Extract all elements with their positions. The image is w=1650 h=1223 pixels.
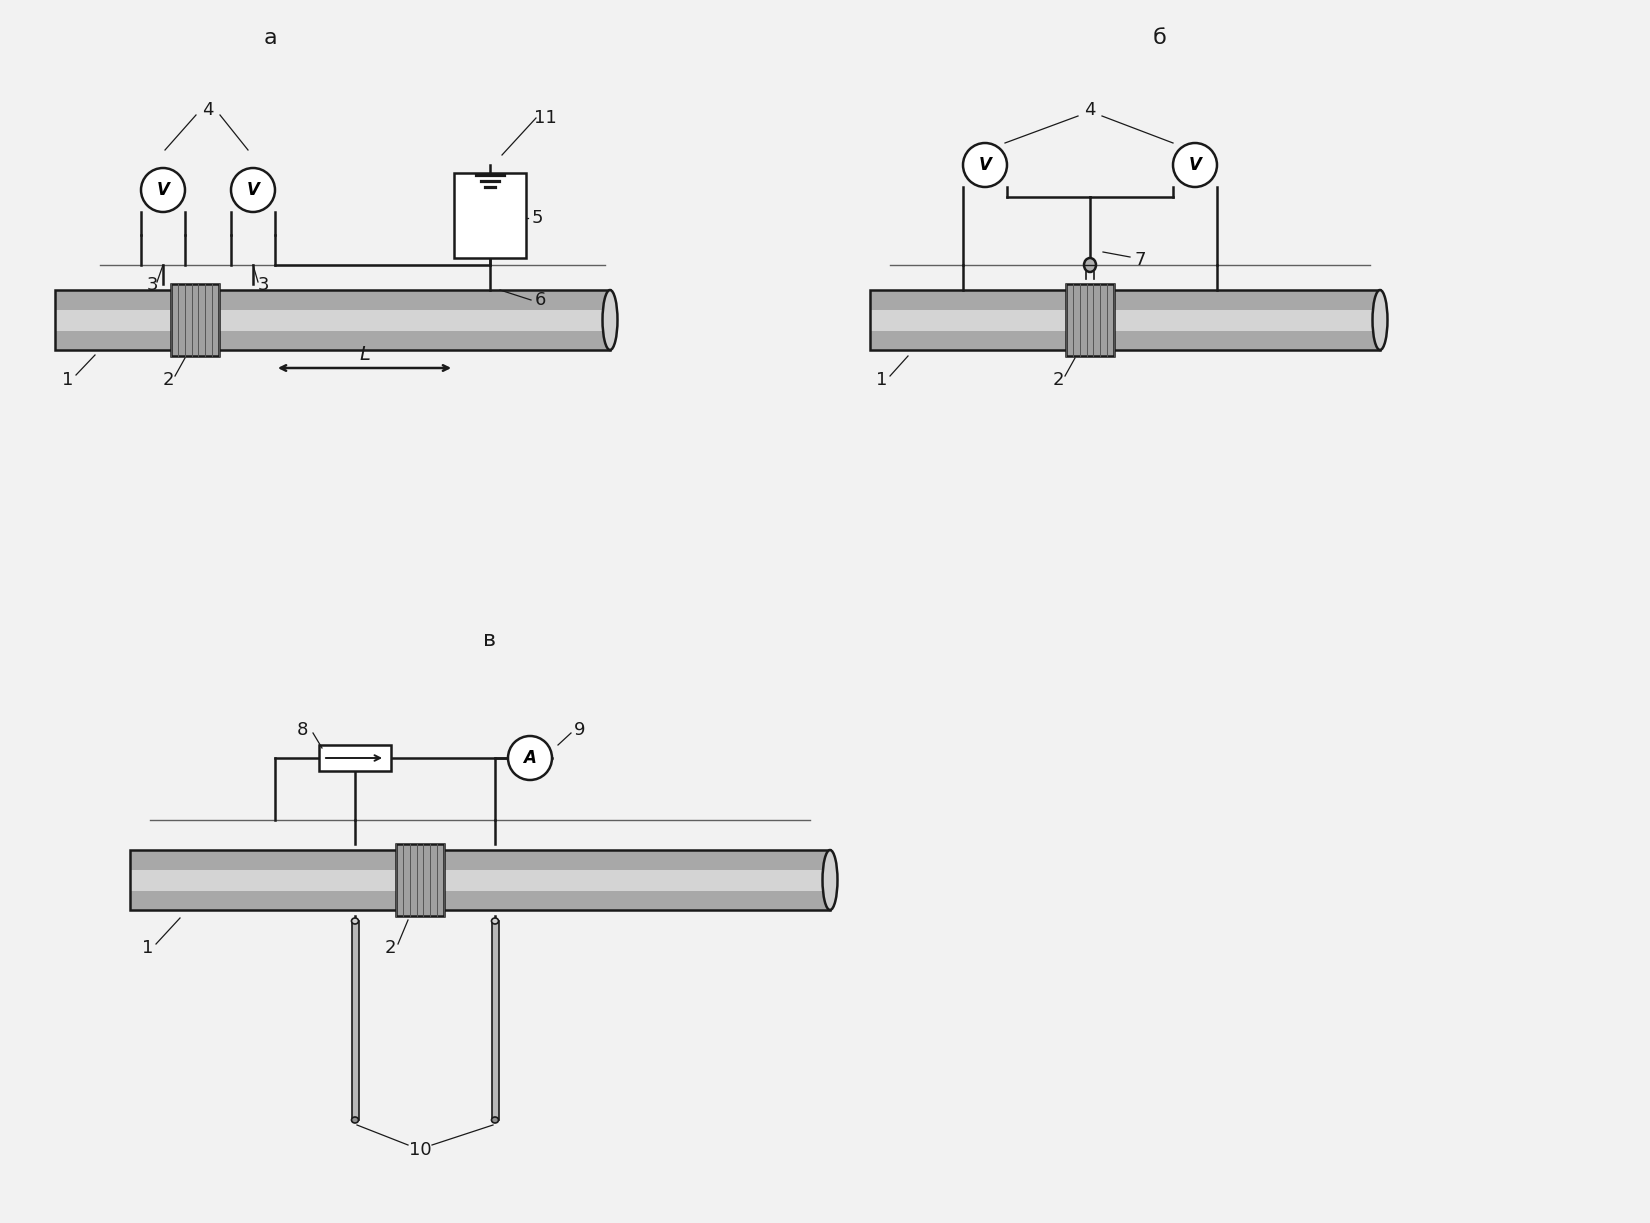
Bar — [1066, 284, 1114, 356]
Circle shape — [231, 168, 276, 212]
Bar — [396, 844, 444, 916]
Circle shape — [1173, 143, 1218, 187]
Text: 1: 1 — [876, 371, 888, 389]
Text: 2: 2 — [162, 371, 173, 389]
Ellipse shape — [492, 918, 498, 925]
Bar — [870, 309, 1379, 330]
Bar — [492, 921, 498, 1120]
Bar — [54, 290, 610, 350]
Circle shape — [964, 143, 1006, 187]
Circle shape — [140, 168, 185, 212]
Bar — [54, 290, 610, 350]
Text: V: V — [1188, 157, 1201, 174]
Bar — [130, 870, 830, 890]
Text: L: L — [360, 345, 370, 363]
Bar — [130, 850, 830, 910]
Ellipse shape — [1084, 258, 1096, 272]
Text: 3: 3 — [257, 276, 269, 294]
Text: 8: 8 — [297, 722, 307, 739]
Text: 1: 1 — [63, 371, 74, 389]
Text: V: V — [157, 181, 170, 199]
Ellipse shape — [351, 918, 358, 925]
Text: 10: 10 — [409, 1141, 431, 1159]
Ellipse shape — [1373, 290, 1388, 350]
Text: 9: 9 — [574, 722, 586, 739]
Bar — [351, 921, 358, 1120]
Text: 2: 2 — [384, 939, 396, 958]
Bar — [454, 172, 526, 258]
Text: 7: 7 — [1134, 251, 1145, 269]
Text: 11: 11 — [533, 109, 556, 127]
Text: A: A — [523, 748, 536, 767]
Bar — [130, 850, 830, 910]
Bar — [54, 309, 610, 330]
Text: в: в — [483, 630, 497, 649]
Text: V: V — [246, 181, 259, 199]
Circle shape — [508, 736, 553, 780]
Ellipse shape — [822, 850, 838, 910]
Text: б: б — [1153, 28, 1167, 48]
Ellipse shape — [602, 290, 617, 350]
Bar — [870, 290, 1379, 350]
Ellipse shape — [492, 1117, 498, 1123]
Ellipse shape — [351, 1117, 358, 1123]
Text: 4: 4 — [1084, 102, 1096, 119]
Text: 5: 5 — [531, 209, 543, 227]
Text: a: a — [264, 28, 277, 48]
Text: 3: 3 — [147, 276, 158, 294]
Text: 1: 1 — [142, 939, 153, 958]
Text: 2: 2 — [1053, 371, 1064, 389]
Bar — [318, 745, 391, 770]
Bar — [172, 284, 219, 356]
Text: V: V — [978, 157, 992, 174]
Text: 6: 6 — [535, 291, 546, 309]
Bar — [870, 290, 1379, 350]
Text: 4: 4 — [203, 102, 214, 119]
